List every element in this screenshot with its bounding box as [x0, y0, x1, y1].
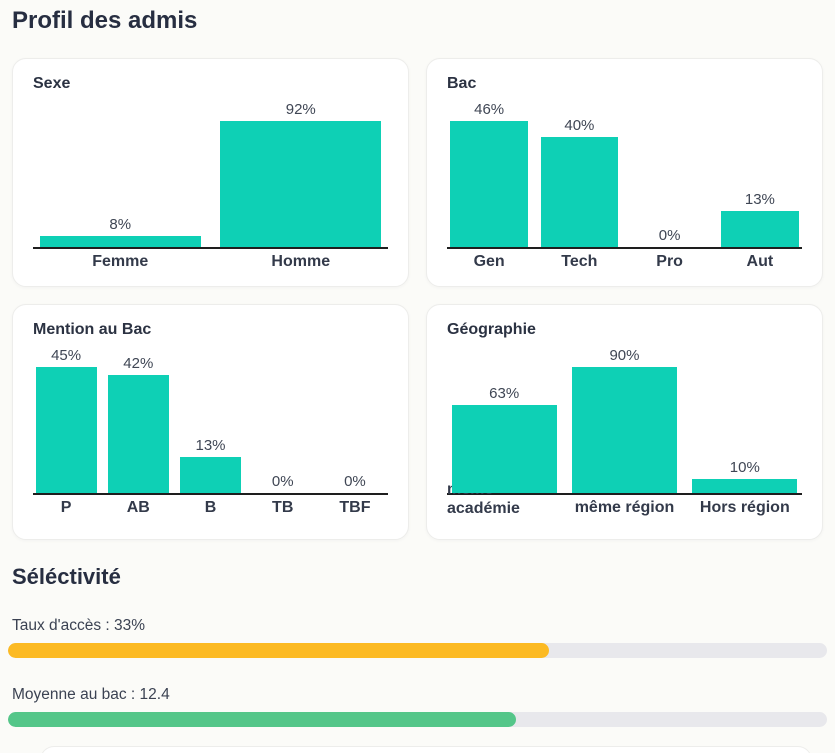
- bar-value-label: 13%: [744, 191, 775, 208]
- bar: [692, 479, 798, 493]
- progress-track: [8, 643, 827, 658]
- bar-value-label: 0%: [658, 227, 681, 244]
- bar-column: 92%: [214, 99, 389, 247]
- bar-chart-plot: 63% 90% 10%: [447, 345, 802, 495]
- x-axis-label: même académie: [447, 481, 520, 517]
- chart-card-geographie: Géographie 63% 90% 10% même académie même r…: [426, 304, 823, 540]
- bar-column: 40%: [537, 99, 621, 247]
- progress-label: Taux d'accès : 33%: [12, 617, 146, 634]
- page-title: Profil des admis: [12, 7, 198, 34]
- bar: [451, 405, 557, 493]
- x-axis-label: TB: [272, 499, 294, 516]
- charts-grid: Sexe 8% 92% Femme Homme Bac 46% 40% 0% 13% Ge…: [12, 58, 823, 540]
- bar-value-label: 45%: [51, 347, 82, 364]
- selectivity-title: Séléctivité: [12, 564, 121, 589]
- bar: [540, 137, 619, 247]
- partial-card-edge: [40, 746, 812, 753]
- x-axis-label: Tech: [561, 253, 598, 270]
- bar-value-label: 10%: [729, 459, 760, 476]
- bar: [107, 375, 169, 493]
- bar: [571, 367, 678, 493]
- bar-chart-plot: 8% 92%: [33, 99, 388, 249]
- x-axis-label: Hors région: [699, 499, 790, 516]
- bar-column: 13%: [718, 99, 802, 247]
- bar-value-label: 0%: [344, 473, 366, 490]
- bar-value-label: 46%: [474, 101, 505, 118]
- bar-column: 8%: [33, 99, 208, 247]
- bar-value-label: 92%: [285, 101, 316, 118]
- x-axis-label: même région: [574, 499, 675, 516]
- x-axis-labels: P AB B TB TBF: [33, 498, 388, 518]
- bar-column: 63%: [447, 345, 561, 493]
- chart-card-sexe: Sexe 8% 92% Femme Homme: [12, 58, 409, 287]
- bar-column: 45%: [33, 345, 99, 493]
- bar-value-label: 42%: [123, 355, 154, 372]
- x-axis-labels: même académie même région Hors région: [447, 481, 802, 518]
- progress-group: Taux d'accès : 33%: [8, 616, 827, 658]
- x-axis-labels: Femme Homme: [33, 252, 388, 272]
- progress-track: [8, 712, 827, 727]
- x-axis-label: TBF: [339, 499, 371, 516]
- bar: [39, 236, 201, 247]
- bar-column: 10%: [688, 345, 802, 493]
- x-axis-label: Femme: [92, 253, 149, 270]
- bar-column: 0%: [250, 345, 316, 493]
- x-axis-labels: Gen Tech Pro Aut: [447, 252, 802, 272]
- chart-title: Mention au Bac: [33, 321, 152, 338]
- x-axis-label: Aut: [746, 253, 774, 270]
- bar-value-label: 90%: [609, 347, 640, 364]
- progress-fill: [8, 712, 516, 727]
- bar-column: 0%: [628, 99, 712, 247]
- chart-title: Sexe: [33, 75, 71, 92]
- x-axis-label: P: [60, 499, 72, 516]
- bar-value-label: 0%: [271, 473, 294, 490]
- progress-label: Moyenne au bac : 12.4: [12, 686, 170, 703]
- bar-value-label: 63%: [489, 385, 520, 402]
- bar-column: 13%: [177, 345, 243, 493]
- bar: [35, 367, 97, 493]
- bar-value-label: 40%: [564, 117, 595, 134]
- x-axis-label: Gen: [473, 253, 505, 270]
- progress-fill: [8, 643, 549, 658]
- bar: [721, 211, 799, 247]
- chart-title: Géographie: [447, 321, 536, 338]
- bar-column: 42%: [105, 345, 171, 493]
- bar-chart-plot: 45% 42% 13% 0% 0%: [33, 345, 388, 495]
- x-axis-label: B: [204, 499, 217, 516]
- x-axis-label: Pro: [656, 253, 683, 270]
- bar-column: 0%: [322, 345, 388, 493]
- bar: [450, 121, 528, 247]
- bar: [180, 457, 241, 493]
- chart-title: Bac: [447, 75, 477, 92]
- bar-chart-plot: 46% 40% 0% 13%: [447, 99, 802, 249]
- bar-value-label: 8%: [109, 216, 132, 233]
- bar: [220, 121, 382, 247]
- chart-card-bac: Bac 46% 40% 0% 13% Gen Tech Pro Aut: [426, 58, 823, 287]
- x-axis-label: AB: [126, 499, 150, 516]
- bar-column: 46%: [447, 99, 531, 247]
- selectivity-list: Taux d'accès : 33% Moyenne au bac : 12.4: [8, 616, 827, 727]
- chart-card-mention: Mention au Bac 45% 42% 13% 0% 0% P AB B TB TBF: [12, 304, 409, 540]
- bar-column: 90%: [567, 345, 681, 493]
- bar-value-label: 13%: [195, 437, 226, 454]
- progress-group: Moyenne au bac : 12.4: [8, 685, 827, 727]
- x-axis-label: Homme: [271, 253, 331, 270]
